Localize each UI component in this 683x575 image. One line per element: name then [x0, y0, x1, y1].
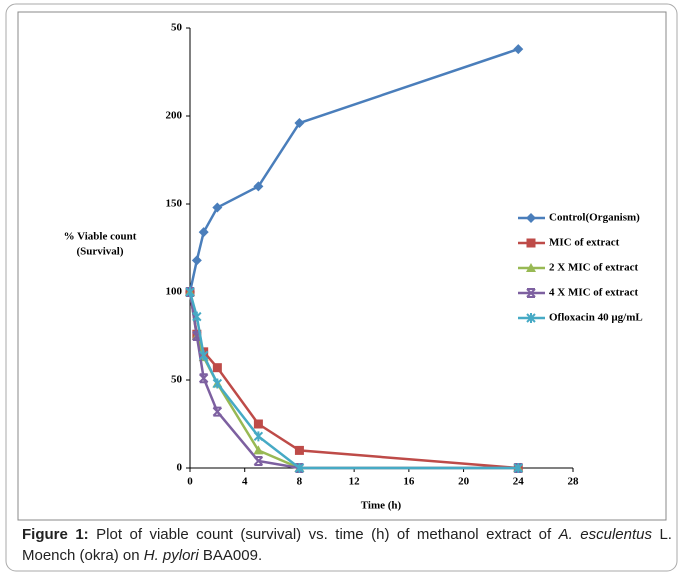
y-tick-label: 200 — [166, 110, 183, 122]
marker — [191, 255, 202, 266]
legend-label: MIC of extract — [549, 237, 620, 249]
caption-label: Figure 1: — [22, 526, 89, 543]
legend-marker — [526, 213, 536, 223]
legend-label: Ofloxacin 40 µg/mL — [549, 312, 643, 324]
y-tick-label: 50 — [171, 22, 183, 34]
legend-marker — [526, 263, 536, 272]
caption-text: Plot of viable count (survival) vs. time… — [88, 526, 559, 543]
x-tick-label: 24 — [513, 476, 525, 488]
x-tick-label: 4 — [242, 476, 248, 488]
caption-text: H. pylori — [143, 547, 199, 564]
marker — [198, 373, 209, 384]
series-line — [188, 291, 519, 470]
series-line — [188, 47, 519, 293]
marker — [253, 419, 263, 429]
caption-text: L. Moench (okra) on — [22, 526, 672, 564]
marker — [212, 202, 223, 213]
marker — [192, 311, 202, 322]
legend-label: 2 X MIC of extract — [549, 262, 639, 274]
marker — [513, 463, 523, 473]
marker — [212, 406, 223, 417]
marker — [294, 445, 304, 455]
legend-marker — [526, 238, 536, 248]
y-tick-label: 0 — [177, 462, 183, 474]
y-tick-label: 150 — [166, 198, 183, 210]
marker — [198, 350, 209, 361]
caption-text: A. esculentus — [558, 526, 652, 543]
legend-marker — [526, 288, 536, 298]
marker — [185, 287, 195, 297]
x-tick-label: 28 — [568, 476, 580, 488]
marker — [253, 181, 264, 192]
x-tick-label: 20 — [458, 476, 470, 488]
marker — [253, 455, 264, 466]
marker — [198, 227, 209, 238]
legend-marker — [526, 313, 536, 323]
marker — [212, 363, 222, 373]
marker — [253, 431, 264, 442]
legend-label: Control(Organism) — [549, 212, 640, 224]
plot-frame — [17, 11, 667, 521]
y-axis-label: % Viable count — [64, 231, 137, 243]
marker — [212, 378, 223, 389]
x-tick-label: 12 — [349, 476, 361, 488]
series-line — [188, 291, 519, 470]
marker — [513, 44, 524, 55]
x-tick-label: 16 — [403, 476, 415, 488]
series-line — [188, 291, 519, 470]
x-axis-label: Time (h) — [361, 500, 402, 512]
legend-label: 4 X MIC of extract — [549, 287, 639, 299]
x-tick-label: 0 — [187, 476, 193, 488]
series-line — [188, 291, 519, 470]
y-axis-label: (Survival) — [76, 246, 123, 258]
marker — [294, 463, 305, 473]
caption-text: BAA009. — [198, 547, 263, 564]
marker — [192, 331, 202, 341]
y-tick-label: 100 — [166, 286, 183, 298]
marker — [294, 118, 305, 129]
caption: Figure 1: Plot of viable count (survival… — [22, 524, 672, 566]
marker — [253, 445, 264, 455]
frame — [5, 3, 678, 572]
x-tick-label: 8 — [297, 476, 303, 488]
y-tick-label: 50 — [171, 374, 183, 386]
